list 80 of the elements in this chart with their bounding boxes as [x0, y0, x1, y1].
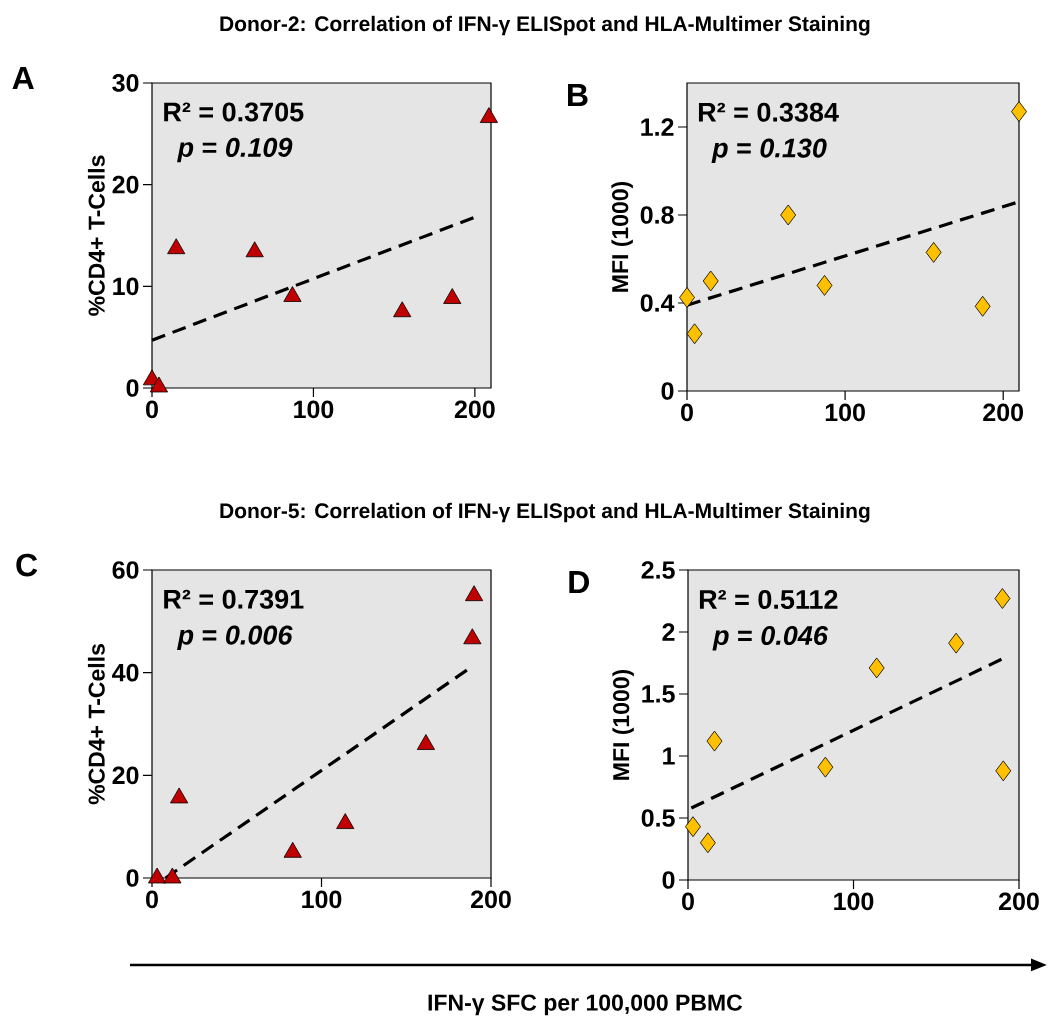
annotation: p = 0.109 — [177, 137, 293, 163]
y-tick-label: 1.5 — [642, 685, 675, 703]
annotation: p = 0.130 — [711, 138, 827, 163]
point — [679, 287, 695, 308]
x-tick-label: 200 — [983, 403, 1024, 422]
point — [994, 588, 1011, 609]
point — [149, 376, 169, 393]
y-tick-label: 40 — [112, 663, 139, 682]
point — [336, 813, 355, 829]
point — [479, 107, 498, 123]
point — [780, 204, 797, 226]
point — [685, 816, 701, 838]
point — [283, 841, 302, 858]
x-tick-label: 0 — [681, 403, 693, 422]
point — [167, 238, 186, 255]
point — [465, 585, 484, 602]
y-tick-label: 60 — [112, 561, 139, 579]
y-axis-title: MFI (1000) — [611, 181, 633, 292]
annotation: R² = 0.5112 — [699, 589, 838, 609]
x-tick-label: 0 — [146, 400, 158, 419]
text: Donor-5: Correlation of IFN-γ ELISpot and HLA-Multimer Staining — [220, 502, 870, 523]
y-tick-label: 0 — [126, 379, 139, 397]
annotation: p = 0.006 — [177, 625, 293, 650]
point — [686, 323, 703, 345]
point — [699, 832, 716, 854]
x-tick-label: 200 — [471, 890, 511, 909]
point — [817, 756, 834, 778]
point — [245, 241, 264, 258]
y-axis-title: %CD4+ T-Cells — [87, 644, 105, 805]
y-tick-label: 0 — [661, 382, 674, 400]
point — [393, 301, 412, 318]
annotation: p = 0.046 — [712, 625, 828, 651]
x-tick-label: 0 — [682, 892, 694, 911]
x-tick-label: 100 — [294, 400, 334, 419]
point — [702, 270, 719, 292]
point — [974, 295, 991, 317]
y-tick-label: 10 — [113, 277, 139, 296]
annotation: R² = 0.3384 — [698, 102, 839, 122]
text: Donor-2: Correlation of IFN-γ ELISpot and HLA-Multimer Staining — [220, 15, 870, 36]
point — [283, 286, 302, 302]
y-tick-label: 0.4 — [640, 294, 675, 312]
x-tick-label: 0 — [146, 890, 158, 909]
x-tick-label: 100 — [834, 892, 874, 911]
y-tick-label: 2.5 — [641, 561, 675, 579]
text: A — [12, 67, 34, 90]
y-tick-label: 20 — [112, 766, 139, 785]
y-tick-label: 20 — [112, 175, 139, 194]
y-tick-label: 0.8 — [640, 206, 674, 224]
point — [706, 730, 723, 752]
point — [443, 288, 462, 304]
text: D — [569, 571, 589, 594]
y-tick-label: 0 — [662, 871, 675, 889]
x-tick-label: 200 — [999, 892, 1039, 911]
y-tick-label: 0.5 — [641, 809, 675, 827]
text: B — [568, 84, 588, 107]
y-tick-label: 30 — [112, 74, 139, 92]
point — [416, 734, 435, 750]
x-tick-label: 100 — [825, 403, 865, 422]
annotation: R² = 0.3705 — [164, 102, 304, 122]
annotation: R² = 0.7391 — [164, 589, 304, 609]
point — [995, 760, 1012, 782]
y-tick-label: 0 — [126, 869, 139, 887]
y-tick-label: 1.2 — [641, 118, 674, 136]
point — [868, 657, 885, 679]
y-tick-label: 2 — [662, 623, 675, 641]
y-tick-label: 1 — [663, 747, 675, 765]
point — [170, 787, 189, 804]
x-axis-title: IFN-γ SFC per 100,000 PBMC — [428, 994, 743, 1016]
y-axis-title: %CD4+ T-Cells — [87, 155, 105, 316]
point — [163, 867, 182, 884]
y-axis-title: MFI (1000) — [612, 669, 634, 780]
x-tick-label: 100 — [302, 890, 342, 909]
text: C — [16, 553, 38, 577]
point — [1011, 101, 1027, 122]
point — [463, 628, 482, 645]
point — [816, 274, 833, 296]
point — [148, 867, 167, 884]
point — [948, 632, 965, 654]
point — [925, 241, 942, 263]
x-tick-label: 200 — [454, 400, 495, 419]
